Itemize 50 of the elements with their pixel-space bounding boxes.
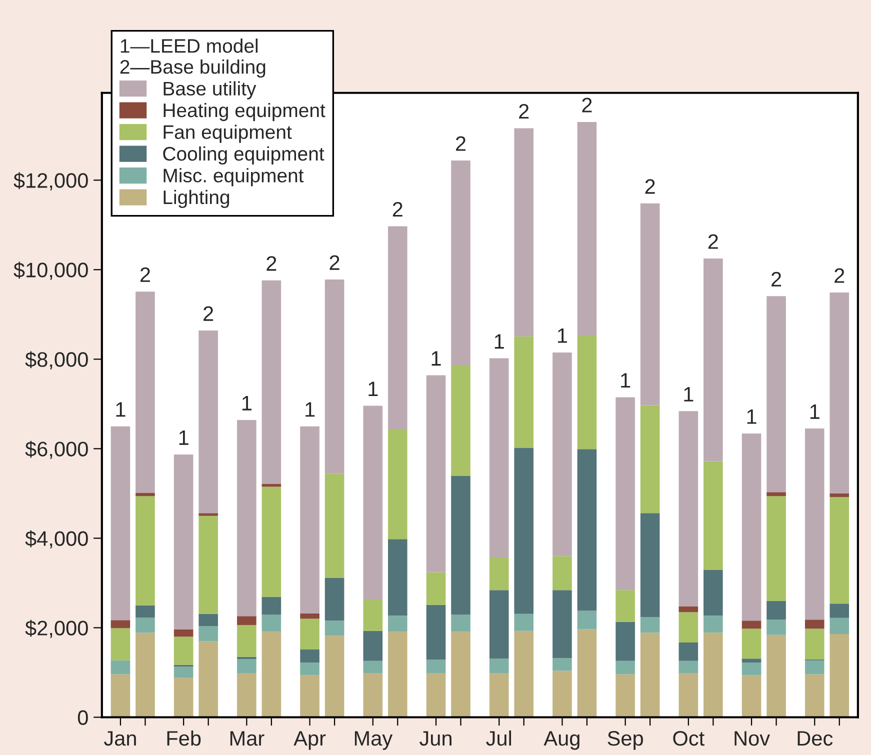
x-tick-label: Oct: [673, 730, 704, 746]
annotation: 2: [140, 267, 150, 282]
x-tick-label: Feb: [167, 730, 201, 746]
annotation: 1: [558, 328, 567, 343]
x-tick-label: Aug: [544, 731, 580, 750]
y-tick-label: 0: [78, 710, 88, 726]
annotation: 2: [645, 179, 655, 194]
x-tick-label: Nov: [734, 731, 770, 746]
x-tick-label: May: [354, 731, 393, 750]
annotation: 2: [392, 202, 402, 217]
annotation: 1: [621, 373, 630, 388]
y-tick-label: $12,000: [14, 172, 88, 190]
annotation: 2: [266, 256, 276, 271]
y-tick-label: $6,000: [25, 440, 88, 459]
annotation: 1: [368, 382, 378, 396]
x-tick-label: Dec: [798, 731, 833, 746]
annotation: 1: [306, 402, 315, 417]
legend-label: Fan equipment: [164, 124, 292, 143]
annotation: 2: [772, 272, 782, 286]
annotation: 2: [519, 104, 529, 119]
annotation: 1: [747, 409, 756, 424]
y-tick-label: $10,000: [14, 262, 88, 280]
x-tick-label: Apr: [294, 731, 326, 750]
y-tick-label: $4,000: [25, 530, 88, 548]
annotation: 2: [708, 234, 718, 249]
x-tick-label: Jan: [104, 731, 136, 746]
legend-label: Lighting: [164, 190, 230, 208]
annotation: 1: [179, 430, 188, 445]
annotation: 2: [204, 306, 214, 321]
y-tick-label: $8,000: [25, 351, 88, 370]
annotation: 2: [834, 268, 844, 283]
x-tick-label: Sep: [608, 730, 643, 750]
legend-title: 1—LEED model 2—Base building: [120, 38, 266, 78]
annotation: 1: [116, 402, 126, 417]
legend-label: Misc. equipment: [164, 168, 304, 186]
annotation: 1: [242, 396, 252, 410]
legend-label: Heating equipment: [164, 102, 326, 122]
annotation: 1: [432, 351, 441, 366]
x-tick-label: Jul: [486, 730, 512, 746]
legend-label: Cooling equipment: [163, 146, 324, 165]
annotation: 2: [582, 98, 592, 112]
annotation: 2: [456, 136, 466, 151]
annotation: 2: [330, 255, 340, 270]
annotation: 1: [684, 387, 694, 402]
x-tick-label: Mar: [230, 731, 264, 746]
legend-label: Base utility: [164, 81, 256, 100]
annotation: 1: [494, 334, 504, 349]
y-tick-label: $2,000: [25, 620, 88, 638]
x-tick-label: Jun: [420, 731, 452, 746]
annotation: 1: [810, 404, 820, 419]
